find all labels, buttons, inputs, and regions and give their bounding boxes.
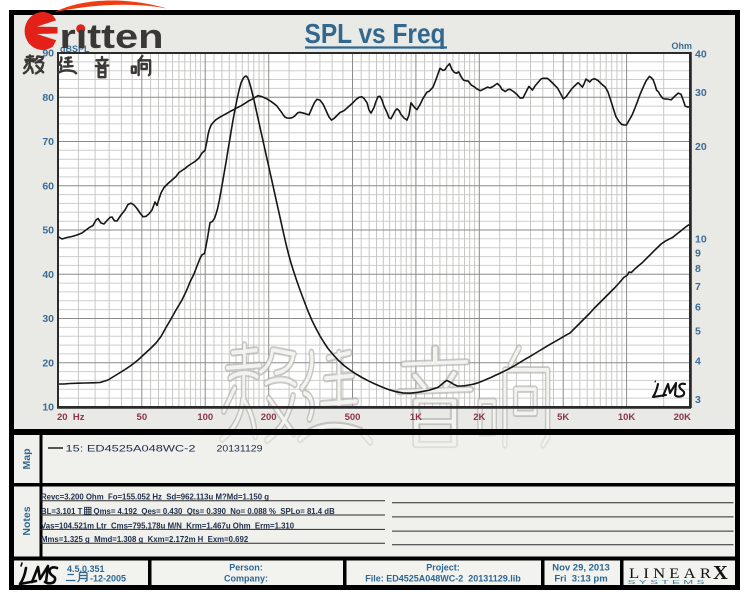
svg-text:Ohm: Ohm bbox=[671, 41, 692, 51]
svg-text:X: X bbox=[713, 562, 728, 584]
svg-text:40: 40 bbox=[42, 269, 54, 281]
svg-text:Mms=1.325 g Mmd=1.308 g Kxm=: Mms=1.325 g Mmd=1.308 g Kxm=2.172m H Exm… bbox=[41, 535, 249, 544]
svg-text:90: 90 bbox=[42, 48, 54, 60]
svg-text:BL=3.101 T: BL=3.101 T bbox=[41, 507, 83, 516]
svg-text:40: 40 bbox=[695, 49, 707, 61]
svg-text:5: 5 bbox=[695, 326, 701, 338]
svg-text:10: 10 bbox=[42, 402, 54, 414]
svg-text:10: 10 bbox=[695, 233, 707, 245]
svg-text:Qms= 4.192 Qes= 0.430 Qts= 0: Qms= 4.192 Qes= 0.430 Qts= 0.390 No= 0.0… bbox=[94, 507, 336, 516]
svg-text:9: 9 bbox=[695, 247, 701, 259]
svg-text:Project:: Project: bbox=[426, 563, 460, 573]
svg-text:15: ED4525A048WC-2: 15: ED4525A048WC-2 bbox=[66, 444, 196, 455]
svg-text:7: 7 bbox=[695, 281, 701, 293]
svg-text:70: 70 bbox=[42, 136, 54, 148]
svg-text:80: 80 bbox=[42, 92, 54, 104]
svg-text:6: 6 bbox=[695, 301, 701, 313]
svg-text:2K: 2K bbox=[473, 412, 485, 423]
svg-text:Map: Map bbox=[21, 449, 33, 470]
svg-text:60: 60 bbox=[42, 180, 54, 192]
svg-text:L I N E A R: L I N E A R bbox=[629, 566, 711, 582]
svg-text:Vas=104.521m Ltr Cms=795.178u: Vas=104.521m Ltr Cms=795.178u M/N Krm=1.… bbox=[41, 521, 295, 530]
svg-text:-12-2005: -12-2005 bbox=[90, 574, 126, 584]
svg-text:1K: 1K bbox=[410, 412, 422, 423]
svg-text:20: 20 bbox=[42, 357, 54, 369]
svg-text:20: 20 bbox=[695, 141, 707, 153]
svg-text:20131129: 20131129 bbox=[217, 444, 263, 455]
svg-text:50: 50 bbox=[42, 225, 54, 237]
svg-text:30: 30 bbox=[695, 87, 707, 99]
svg-text:4.5.0.351: 4.5.0.351 bbox=[67, 564, 105, 574]
svg-text:8: 8 bbox=[695, 263, 701, 275]
svg-text:3: 3 bbox=[695, 394, 701, 406]
svg-text:dBSPL: dBSPL bbox=[60, 44, 90, 54]
svg-text:100: 100 bbox=[197, 412, 213, 423]
svg-text:rıtten: rıtten bbox=[60, 18, 164, 56]
svg-text:20 Hz: 20 Hz bbox=[57, 412, 85, 423]
svg-text:SPL vs Freq: SPL vs Freq bbox=[305, 18, 446, 49]
svg-text:S Y S T E M S: S Y S T E M S bbox=[628, 580, 706, 586]
svg-text:20K: 20K bbox=[674, 412, 692, 423]
svg-text:10K: 10K bbox=[618, 412, 636, 423]
svg-text:Nov 29, 2013: Nov 29, 2013 bbox=[552, 563, 610, 574]
svg-text:Fri 3:13 pm: Fri 3:13 pm bbox=[554, 574, 607, 585]
svg-text:50: 50 bbox=[137, 412, 148, 423]
svg-text:Company:: Company: bbox=[224, 574, 268, 584]
svg-text:Notes: Notes bbox=[21, 506, 33, 535]
svg-text:4: 4 bbox=[695, 356, 701, 368]
svg-text:5K: 5K bbox=[557, 412, 569, 423]
svg-text:Revc=3.200 Ohm Fo=155.052 Hz: Revc=3.200 Ohm Fo=155.052 Hz Sd=962.113u… bbox=[41, 493, 269, 502]
svg-text:200: 200 bbox=[261, 412, 277, 423]
svg-text:500: 500 bbox=[345, 412, 361, 423]
svg-text:30: 30 bbox=[42, 313, 54, 325]
svg-text:Person:: Person: bbox=[229, 563, 263, 573]
svg-text:File: ED4525A048WC-2 20131129: File: ED4525A048WC-2 20131129.lib bbox=[365, 574, 521, 584]
